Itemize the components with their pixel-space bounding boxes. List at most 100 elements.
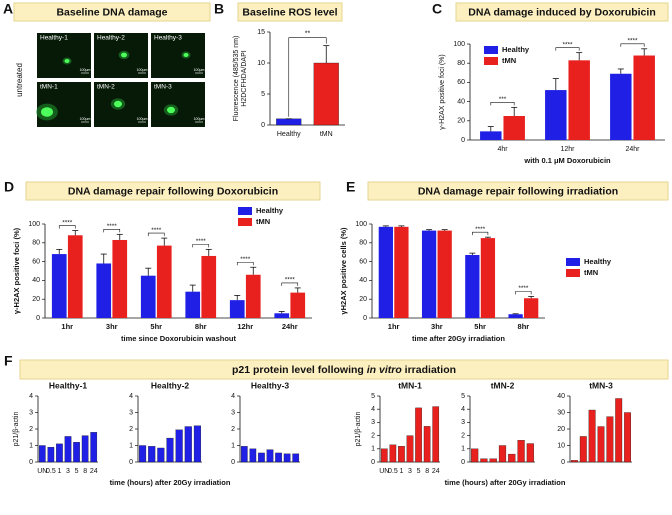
y-tick-label: 10 [257,60,265,67]
y-tick-label: 0 [231,459,235,466]
x-tick-label: 5hr [150,322,162,331]
bar [73,442,80,463]
x-tick-label: 24 [90,468,98,475]
x-axis-label: with 0.1 μM Doxorubicin [523,156,611,165]
x-tick-label: 1 [57,468,61,475]
y-tick-label: 1 [231,442,235,449]
y-tick-label: 3 [461,419,465,426]
x-axis-label: time after 20Gy irradiation [412,334,505,343]
significance-label: **** [151,227,162,234]
bar [184,426,192,463]
image-label: tMN-3 [154,84,172,91]
panel-title: DNA damage induced by Doxorubicin [468,6,655,18]
bar [406,435,414,463]
x-tick-label: 8 [83,468,87,475]
chart-title: Healthy-3 [251,380,290,390]
bar [588,409,596,463]
bar [378,226,393,318]
panel-letter: C [432,1,442,17]
panel-title: DNA damage repair following Doxorubicin [68,185,278,197]
title-box [367,181,669,201]
bar [47,446,55,463]
bar [489,458,497,463]
significance-label: **** [475,226,486,233]
y-tick-label: 4 [231,393,235,400]
title-box [455,2,669,22]
y-tick-label: 80 [359,240,367,247]
y-tick-label: 40 [557,393,565,400]
bar [245,274,261,318]
y-tick-label: 0 [461,137,465,144]
x-tick-label: Healthy [277,131,301,138]
x-tick-label: 12hr [237,322,253,331]
y-tick-label: 4 [461,406,465,413]
bar [201,255,217,318]
y-tick-label: 3 [371,419,375,426]
x-tick-label: 3hr [431,322,443,331]
y-tick-label: 80 [32,240,40,247]
chart-title: Healthy-2 [151,380,190,390]
cell [167,106,175,114]
scale-label: 100µm [137,68,148,72]
bar [51,254,67,318]
x-tick-label: 8 [425,468,429,475]
bar [517,440,525,463]
y-tick-label: 2 [231,426,235,433]
x-tick-label: 24 [432,468,440,475]
bar [156,245,172,318]
bar [398,446,405,463]
x-tick-label: 3 [408,468,412,475]
legend-swatch [484,46,498,54]
y-tick-label: 40 [32,277,40,284]
significance-label: **** [240,256,251,263]
x-tick-label: 8hr [195,322,207,331]
bar [148,446,156,463]
y-tick-label: 40 [359,277,367,284]
panel-letter: A [3,1,13,17]
cell [41,107,53,117]
bar [249,448,257,463]
y-tick-label: 20 [32,296,40,303]
bar [258,452,265,463]
y-tick-label: 100 [355,221,367,228]
y-tick-label: 3 [129,409,133,416]
y-tick-label: 5 [461,393,465,400]
x-tick-label: 24hr [625,146,640,153]
significance-bracket [515,291,532,295]
panel-letter: F [4,353,13,369]
significance-bracket [472,231,489,236]
bar [90,432,98,463]
y-tick-label: 100 [28,221,40,228]
legend-label: tMN [502,56,516,65]
bar [185,291,201,318]
significance-bracket [236,261,254,266]
x-tick-label: 1hr [61,322,73,331]
bar [139,445,147,463]
scale-label: 100µm [137,117,148,121]
micrograph [151,33,205,78]
y-tick-label: 20 [359,296,367,303]
micrograph [151,82,205,127]
legend-label: Healthy [584,257,612,266]
x-tick-label: 5hr [474,322,486,331]
title-box [19,359,669,380]
bar [157,447,165,463]
legend-label: Healthy [256,206,284,215]
bar [579,436,587,463]
chart-title: tMN-1 [398,380,422,390]
y-axis-label: γ-H2AX positive foci (%) [12,227,21,314]
y-tick-label: 1 [129,442,133,449]
bar [465,255,480,318]
bar [615,398,623,463]
y-tick-label: 30 [557,409,565,416]
y-tick-label: 5 [371,393,375,400]
x-tick-label: 0.5 [46,468,56,475]
y-axis-label: p21/β-actin [355,412,362,447]
y-tick-label: 2 [129,426,133,433]
bar [112,239,128,318]
x-tick-label: 5 [417,468,421,475]
bar [415,407,422,463]
legend-label: tMN [584,268,598,277]
bar [96,263,112,318]
legend-swatch [238,218,252,226]
